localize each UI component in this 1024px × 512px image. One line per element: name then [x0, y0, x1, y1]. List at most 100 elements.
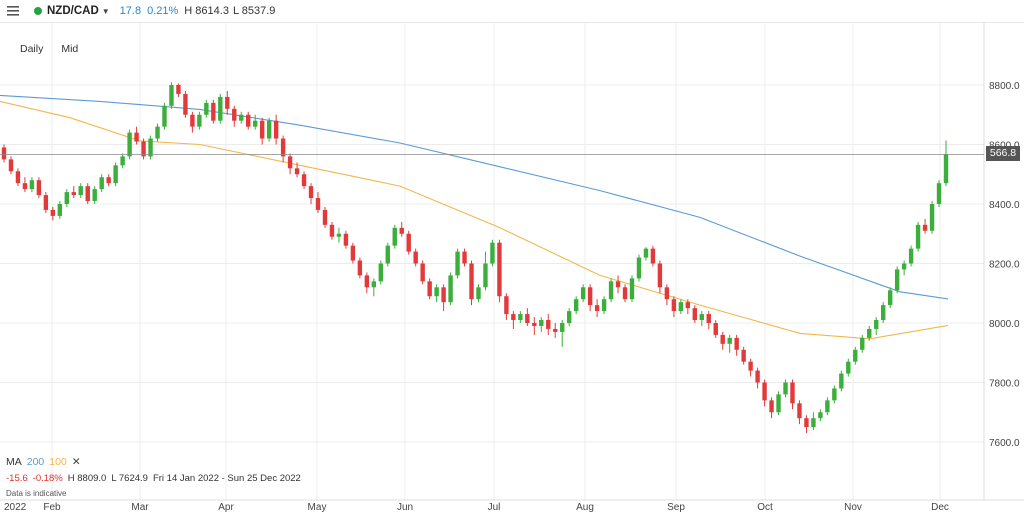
candle-body: [636, 257, 642, 279]
candle-body: [71, 192, 76, 196]
candle-body: [343, 233, 349, 246]
candle-body: [741, 349, 746, 362]
candle-body: [734, 337, 739, 350]
ma-100-line: [0, 100, 949, 340]
range-change: -15.6: [6, 473, 28, 484]
candle-body: [546, 320, 551, 329]
candle-body: [594, 305, 600, 312]
data-note: Data is indicative: [6, 489, 67, 498]
candle-body: [8, 159, 14, 172]
candle-body: [922, 224, 928, 231]
candle-body: [867, 328, 872, 338]
close-icon[interactable]: ✕: [71, 456, 81, 468]
candle-body: [406, 233, 411, 252]
caret-down-icon[interactable]: ▼: [101, 6, 110, 16]
candle-body: [183, 93, 188, 115]
candle-body: [699, 314, 704, 321]
candle-body: [441, 287, 446, 303]
candle-body: [253, 120, 258, 127]
instrument-header: NZD/CAD ▼ 17.8 0.21% H 8614.3 L 8537.9: [0, 0, 1024, 23]
candle-body: [211, 102, 216, 121]
candle-body: [553, 328, 558, 332]
instrument-symbol[interactable]: NZD/CAD: [47, 5, 99, 17]
candle-body: [15, 171, 21, 184]
range-stats: -15.6 -0.18% H 8809.0 L 7624.9 Fri 14 Ja…: [6, 473, 301, 484]
candle-body: [881, 305, 886, 321]
y-tick-label: 8000.0: [989, 319, 1020, 330]
candle-body: [64, 192, 69, 204]
chart-grid: [0, 22, 1024, 501]
candle-body: [50, 209, 56, 216]
candle-body: [887, 290, 893, 306]
candle-body: [797, 403, 802, 419]
candle-body: [580, 287, 586, 300]
candle-body: [106, 177, 111, 184]
candle-body: [1, 147, 7, 160]
candle-body: [29, 180, 35, 190]
ma-200-label[interactable]: 200: [26, 456, 45, 468]
candle-body: [266, 120, 272, 139]
candle-body: [490, 242, 495, 264]
candle-body: [239, 114, 244, 121]
candle-body: [720, 334, 725, 344]
candle-body: [929, 204, 935, 231]
range-high: H 8809.0: [67, 473, 107, 484]
candle-body: [943, 154, 949, 184]
y-axis: 8800.08600.08400.08200.08000.07800.07600…: [989, 81, 1020, 449]
ma-label: MA: [6, 456, 22, 468]
candle-body: [615, 281, 621, 288]
candle-body: [301, 174, 307, 187]
candle-body: [329, 224, 335, 237]
interval-selector[interactable]: Daily: [20, 43, 44, 55]
candle-body: [483, 263, 488, 288]
candle-body: [294, 168, 300, 175]
candle-body: [469, 263, 474, 300]
moving-average-lines: [0, 94, 949, 340]
candle-body: [462, 251, 467, 264]
candle-body: [225, 96, 230, 109]
candle-body: [748, 361, 753, 371]
candle-body: [169, 85, 174, 106]
candle-body: [567, 311, 572, 323]
hamburger-menu-icon[interactable]: [2, 0, 24, 22]
candle-body: [560, 323, 565, 332]
candle-body: [141, 141, 146, 157]
candle-body: [92, 189, 97, 202]
y-tick-label: 8200.0: [989, 260, 1020, 271]
candle-body: [22, 183, 28, 190]
candle-body: [455, 251, 460, 276]
candle-body: [190, 114, 195, 127]
candle-body: [246, 114, 251, 127]
candle-body: [315, 198, 321, 210]
price-change-percent: 0.21%: [147, 5, 179, 17]
x-tick-label: 2022: [4, 502, 27, 512]
candle-body: [148, 138, 153, 157]
candle-body: [113, 165, 118, 184]
price-change: 17.8: [119, 5, 142, 17]
candle-body: [573, 299, 579, 312]
ma-100-label[interactable]: 100: [49, 456, 67, 468]
price-chart[interactable]: 8800.08600.08400.08200.08000.07800.07600…: [0, 22, 1024, 512]
candle-body: [915, 224, 921, 249]
candle-body: [525, 314, 530, 323]
x-tick-label: May: [308, 502, 327, 512]
candle-body: [713, 323, 718, 335]
candle-body: [85, 186, 90, 202]
candle-body: [518, 314, 523, 321]
candle-body: [99, 177, 104, 190]
session-high: H 8614.3: [184, 5, 229, 17]
price-type-selector[interactable]: Mid: [61, 43, 79, 55]
candle-body: [134, 132, 139, 142]
x-tick-label: Jun: [397, 502, 413, 512]
candle-body: [539, 320, 544, 326]
candle-body: [776, 394, 781, 413]
candle-body: [936, 183, 942, 204]
x-tick-label: Oct: [757, 502, 773, 512]
candle-body: [650, 248, 656, 264]
candle-body: [671, 299, 677, 312]
candle-body: [769, 400, 774, 413]
candle-body: [57, 204, 63, 216]
candle-body: [804, 418, 809, 428]
candle-body: [287, 156, 293, 169]
candle-body: [357, 260, 363, 276]
